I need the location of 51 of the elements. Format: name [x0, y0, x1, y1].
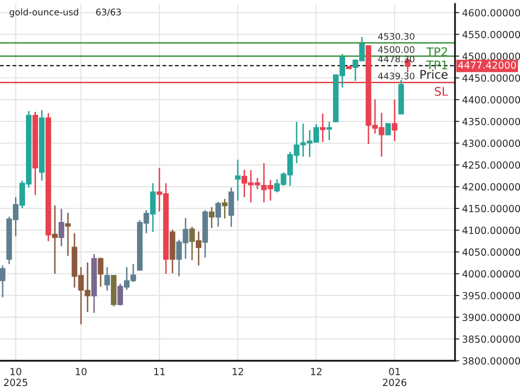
candlestick [0, 264, 6, 298]
y-tick-label: 4600.00000 [462, 9, 520, 16]
y-tick-label: 4450.00000 [462, 74, 520, 82]
ref-line-label: SL [434, 86, 448, 96]
y-tick-label: 4200.00000 [462, 183, 520, 191]
candlestick [58, 208, 64, 247]
x-tick-label: 12 [311, 368, 322, 376]
candlestick [222, 198, 228, 220]
y-tick-label: 4350.00000 [462, 118, 520, 126]
ref-line-label: Price [420, 70, 448, 79]
x-tick-label: 12 [232, 368, 244, 376]
candlestick [208, 206, 214, 229]
candlestick [235, 159, 241, 202]
candlestick [196, 230, 202, 266]
candlestick [215, 201, 221, 228]
annotation: 4439.30 [378, 72, 414, 80]
candlestick [65, 212, 71, 257]
x-tick-label: 10 [76, 368, 87, 376]
text: 4477.42000 [458, 61, 516, 69]
annotation: 4500.00 [378, 46, 414, 53]
candlestick [392, 98, 398, 142]
candlestick [150, 182, 156, 233]
candlestick [320, 112, 326, 143]
annotation: 4530.30 [378, 32, 414, 40]
candlestick [104, 266, 110, 292]
candlestick [52, 204, 58, 274]
candlestick [228, 186, 234, 228]
y-tick-label: 4000.00000 [462, 270, 520, 278]
y-tick-label: 3950.00000 [462, 292, 520, 300]
y-tick-label: 3850.00000 [462, 335, 520, 343]
y-tick-label: 4050.00000 [462, 248, 520, 256]
y-tick-label: 4400.00000 [462, 96, 520, 104]
candlestick [189, 226, 195, 261]
y-tick-label: 4300.00000 [462, 140, 520, 147]
y-tick-label: 4550.00000 [462, 30, 520, 38]
x-tick-label: 10 2025 [4, 368, 28, 386]
y-tick-label: 4500.00000 [462, 52, 520, 60]
chart-title: gold-ounce-usd [10, 8, 78, 18]
y-tick-label: 3900.00000 [462, 314, 520, 322]
candlestick [326, 121, 332, 141]
x-tick-label: 11 [154, 368, 165, 376]
y-tick-label: 4250.00000 [462, 161, 520, 169]
x-tick-label: 01 2026 [382, 368, 406, 386]
chart-subtitle: 63/63 [96, 8, 121, 16]
candlestick [98, 256, 104, 288]
y-tick-label: 4150.00000 [462, 204, 520, 212]
y-tick-label: 3800.00000 [462, 357, 520, 365]
y-tick-label: 4100.00000 [462, 226, 520, 234]
annotation: 4478.30 [378, 56, 414, 62]
candlestick [117, 283, 124, 306]
candlestick [385, 122, 391, 136]
